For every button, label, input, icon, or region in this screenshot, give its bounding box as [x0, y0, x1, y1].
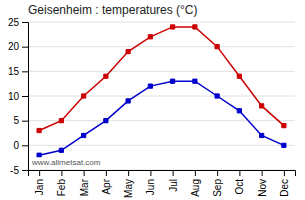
x-tick-label: Sep — [212, 179, 223, 197]
x-tick: Oct — [234, 170, 245, 195]
series-marker — [104, 74, 108, 78]
x-tick-mark — [84, 170, 85, 176]
y-tick: 0 — [13, 140, 28, 151]
annotation-group: www.allmetsat.com — [30, 157, 102, 168]
y-axis: -5 0 5 10 15 20 25 — [8, 17, 29, 176]
x-tick-label: May — [123, 179, 134, 198]
y-tick-mark — [22, 145, 28, 146]
series-marker — [237, 74, 241, 78]
series-marker — [82, 94, 86, 98]
x-axis: Jan Feb Mar Apr May Jun Jul Aug Sep Oct Nov Dec — [29, 170, 296, 198]
series-marker — [126, 49, 130, 53]
series-marker — [171, 25, 175, 29]
x-tick: May — [123, 170, 134, 198]
series-marker — [148, 84, 152, 88]
x-tick-label: Oct — [234, 179, 245, 195]
series-marker — [215, 45, 219, 49]
y-tick: 10 — [8, 91, 28, 102]
x-axis-line — [29, 171, 296, 177]
grid-line — [28, 46, 295, 47]
x-tick: Nov — [257, 170, 268, 197]
x-tick-label: Dec — [279, 179, 290, 197]
title: Geisenheim : temperatures (°C) — [28, 3, 198, 17]
x-tick: Jun — [145, 170, 156, 195]
x-tick: Aug — [190, 170, 201, 197]
y-tick-mark — [22, 121, 28, 122]
grid-line — [28, 71, 295, 72]
chart: -5 0 5 10 15 20 25 Jan Feb Mar Apr May Jun Jul Aug Sep O… — [0, 0, 305, 200]
x-tick-mark — [195, 170, 196, 176]
y-tick: 5 — [13, 115, 28, 126]
series-marker — [260, 104, 264, 108]
series-marker — [193, 79, 197, 83]
x-tick-mark — [39, 170, 40, 176]
series-marker — [171, 79, 175, 83]
series-marker — [37, 153, 41, 157]
x-tick: Mar — [79, 170, 90, 196]
series-marker — [82, 133, 86, 137]
plot: -5 0 5 10 15 20 25 Jan Feb Mar Apr May Jun Jul Aug Sep O… — [8, 17, 296, 198]
annotation: www.allmetsat.com — [31, 158, 101, 167]
y-tick-mark — [22, 71, 28, 72]
x-tick-label: Jan — [34, 179, 45, 195]
series-marker — [126, 99, 130, 103]
y-tick-label: 25 — [8, 17, 20, 28]
series-marker — [148, 35, 152, 39]
x-tick-label: Mar — [79, 178, 90, 196]
y-tick: 25 — [8, 17, 28, 28]
series-marker — [59, 119, 63, 123]
y-tick-label: 15 — [8, 66, 20, 77]
y-tick-label: 5 — [13, 115, 19, 126]
grid — [28, 22, 295, 170]
x-tick: Dec — [279, 170, 290, 197]
x-tick-mark — [106, 170, 107, 176]
x-tick: Sep — [212, 170, 223, 197]
series-marker — [282, 123, 286, 127]
y-tick: -5 — [10, 165, 28, 176]
x-tick-label: Nov — [257, 179, 268, 197]
series-line — [39, 81, 284, 155]
y-axis-line — [22, 23, 29, 171]
x-tick: Jan — [34, 170, 45, 195]
series-marker — [193, 25, 197, 29]
y-tick-mark — [22, 96, 28, 97]
grid-line — [28, 22, 295, 23]
x-tick-mark — [61, 170, 62, 176]
y-tick: 15 — [8, 66, 28, 77]
x-tick: Feb — [56, 170, 67, 196]
x-tick-mark — [239, 170, 240, 176]
x-tick-mark — [262, 170, 263, 176]
series-marker — [59, 148, 63, 152]
x-tick-label: Jun — [145, 179, 156, 195]
x-tick-mark — [150, 170, 151, 176]
grid-line — [28, 120, 295, 121]
series-marker — [37, 128, 41, 132]
series-marker — [237, 109, 241, 113]
x-tick-label: Jul — [168, 179, 179, 192]
x-tick-label: Apr — [101, 178, 112, 194]
y-tick: 20 — [8, 41, 28, 52]
series-marker — [260, 133, 264, 137]
y-tick-label: 0 — [13, 140, 19, 151]
x-tick-label: Feb — [56, 179, 67, 197]
y-tick-mark — [22, 22, 28, 23]
y-tick-mark — [22, 47, 28, 48]
x-tick-label: Aug — [190, 179, 201, 197]
x-tick: Apr — [101, 170, 112, 195]
y-tick-label: 20 — [8, 41, 20, 52]
series-line — [39, 27, 284, 131]
x-tick: Jul — [168, 170, 179, 192]
x-tick-mark — [217, 170, 218, 176]
series-marker — [104, 119, 108, 123]
y-tick-label: 10 — [8, 91, 20, 102]
series-marker — [282, 143, 286, 147]
marks — [37, 25, 286, 158]
annotation-background — [30, 157, 102, 168]
x-tick-mark — [284, 170, 285, 176]
series-marker — [215, 94, 219, 98]
y-tick-mark — [22, 170, 28, 171]
x-tick-mark — [173, 170, 174, 176]
y-tick-label: -5 — [10, 165, 19, 176]
x-tick-mark — [128, 170, 129, 176]
